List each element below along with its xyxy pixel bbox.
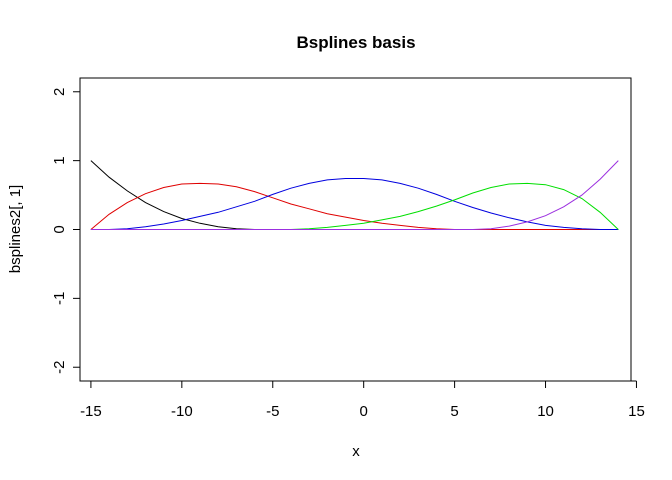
x-tick-label: -5 [266, 403, 279, 420]
series-line-3 [90, 178, 619, 230]
x-axis: -15 -10 -5 0 5 10 15 [80, 380, 645, 420]
series-line-2 [90, 182, 619, 230]
x-axis-label: x [352, 443, 360, 460]
y-axis-label: bsplines2[, 1] [7, 185, 24, 273]
y-tick-label: -2 [51, 361, 68, 374]
series-line-5 [90, 160, 619, 230]
y-tick-label: 0 [51, 225, 68, 233]
series-layer [90, 160, 619, 230]
y-tick-label: 2 [51, 88, 68, 96]
x-tick-label: 10 [537, 403, 554, 420]
y-tick-label: -1 [51, 292, 68, 305]
chart-title: Bsplines basis [296, 33, 415, 52]
y-axis: -2 -1 0 1 2 [51, 88, 81, 374]
x-tick-label: -10 [171, 403, 193, 420]
x-tick-label: 15 [628, 403, 645, 420]
y-tick-label: 1 [51, 156, 68, 164]
x-tick-label: 0 [360, 403, 368, 420]
x-tick-label: -15 [80, 403, 102, 420]
x-tick-label: 5 [450, 403, 458, 420]
